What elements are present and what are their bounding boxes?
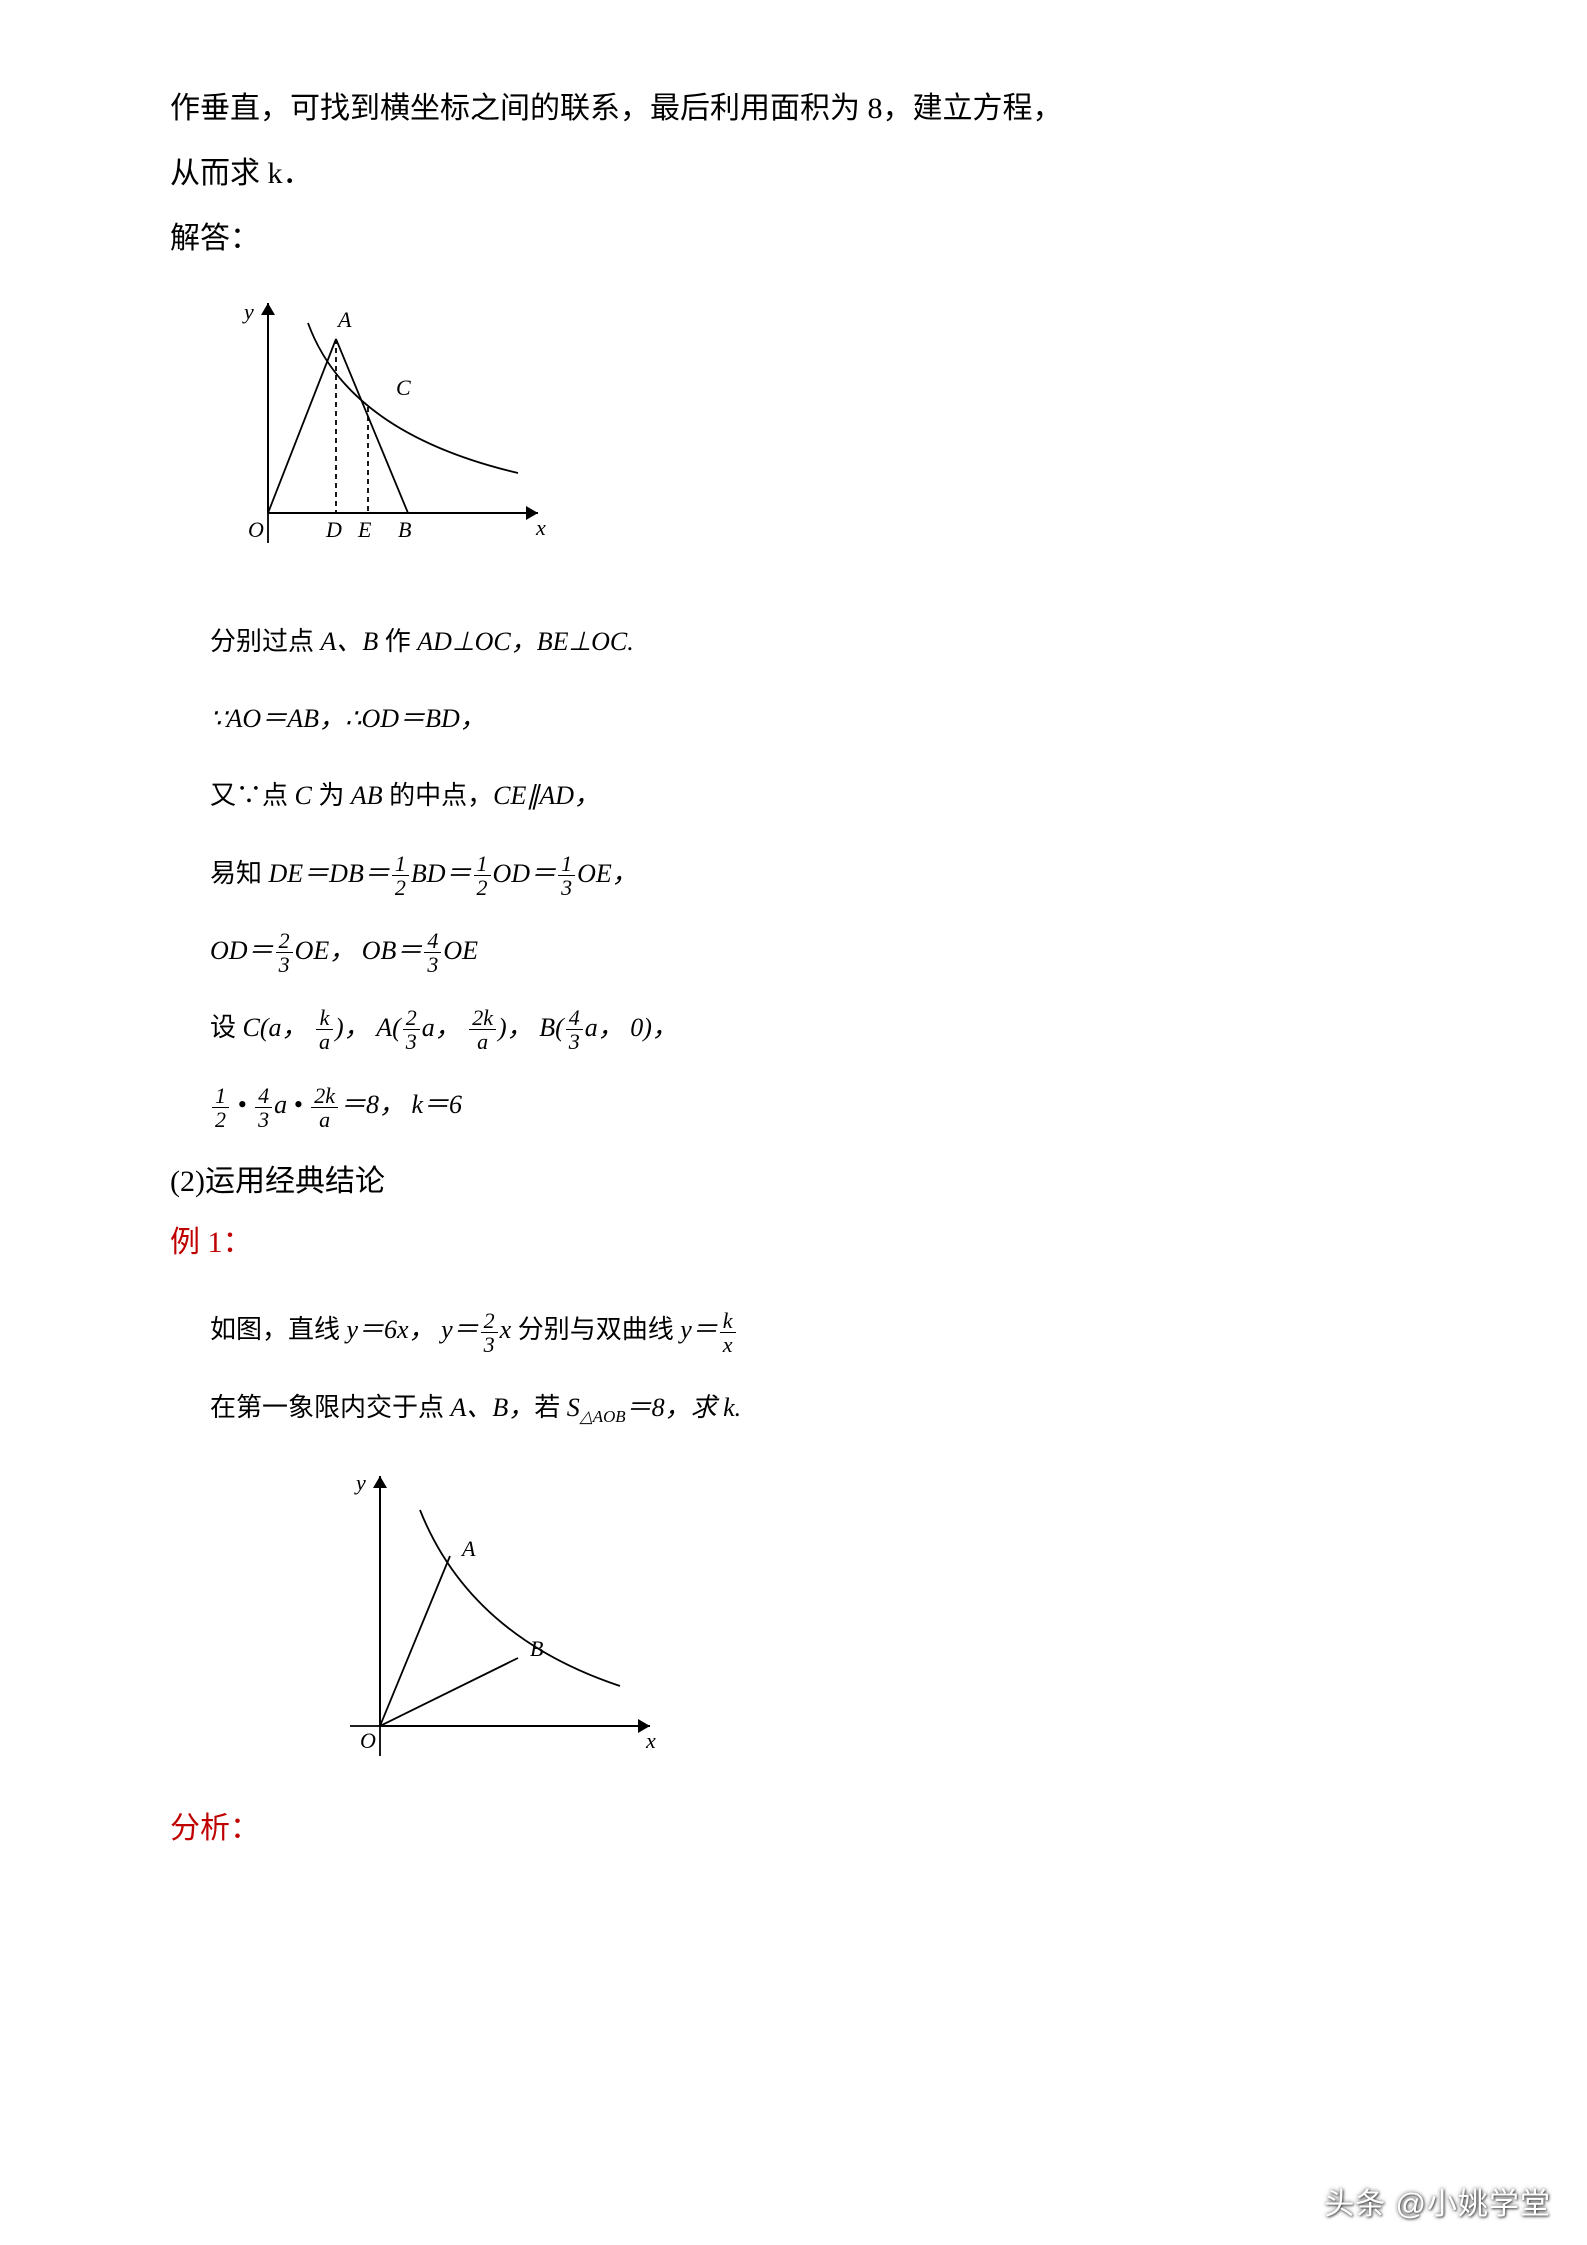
intro-line1: 作垂直，可找到横坐标之间的联系，最后利用面积为 8，建立方程， xyxy=(170,80,1447,137)
watermark: 头条 @小姚学堂 xyxy=(1324,2179,1551,2223)
analysis-label: 分析： xyxy=(170,1800,1447,1857)
svg-text:y: y xyxy=(242,299,254,324)
figure-2: y x O A B xyxy=(290,1456,1447,1776)
svg-text:x: x xyxy=(535,515,546,540)
svg-text:A: A xyxy=(460,1536,476,1561)
svg-text:E: E xyxy=(357,517,372,542)
problem2-block: 如图，直线 y＝6x， y＝23x 分别与双曲线 y＝kx 在第一象限内交于点 … xyxy=(210,1301,1447,1435)
svg-text:A: A xyxy=(336,307,352,332)
solution-block: 分别过点 A、B 作 AD⊥OC，BE⊥OC. ∵AO＝AB，∴OD＝BD， 又… xyxy=(210,613,1447,1133)
section2-title: (2)运用经典结论 xyxy=(170,1153,1447,1210)
example-label: 例 1： xyxy=(170,1214,1447,1271)
svg-text:D: D xyxy=(325,517,342,542)
svg-text:C: C xyxy=(396,375,411,400)
svg-text:O: O xyxy=(248,517,264,542)
intro-line2: 从而求 k． xyxy=(170,145,1447,202)
svg-text:y: y xyxy=(354,1470,366,1495)
svg-text:B: B xyxy=(530,1636,543,1661)
answer-label: 解答： xyxy=(170,210,1447,267)
svg-text:B: B xyxy=(398,517,411,542)
svg-text:O: O xyxy=(360,1728,376,1753)
svg-text:x: x xyxy=(645,1728,656,1753)
figure-1: y x O A C DE B xyxy=(218,283,1447,583)
